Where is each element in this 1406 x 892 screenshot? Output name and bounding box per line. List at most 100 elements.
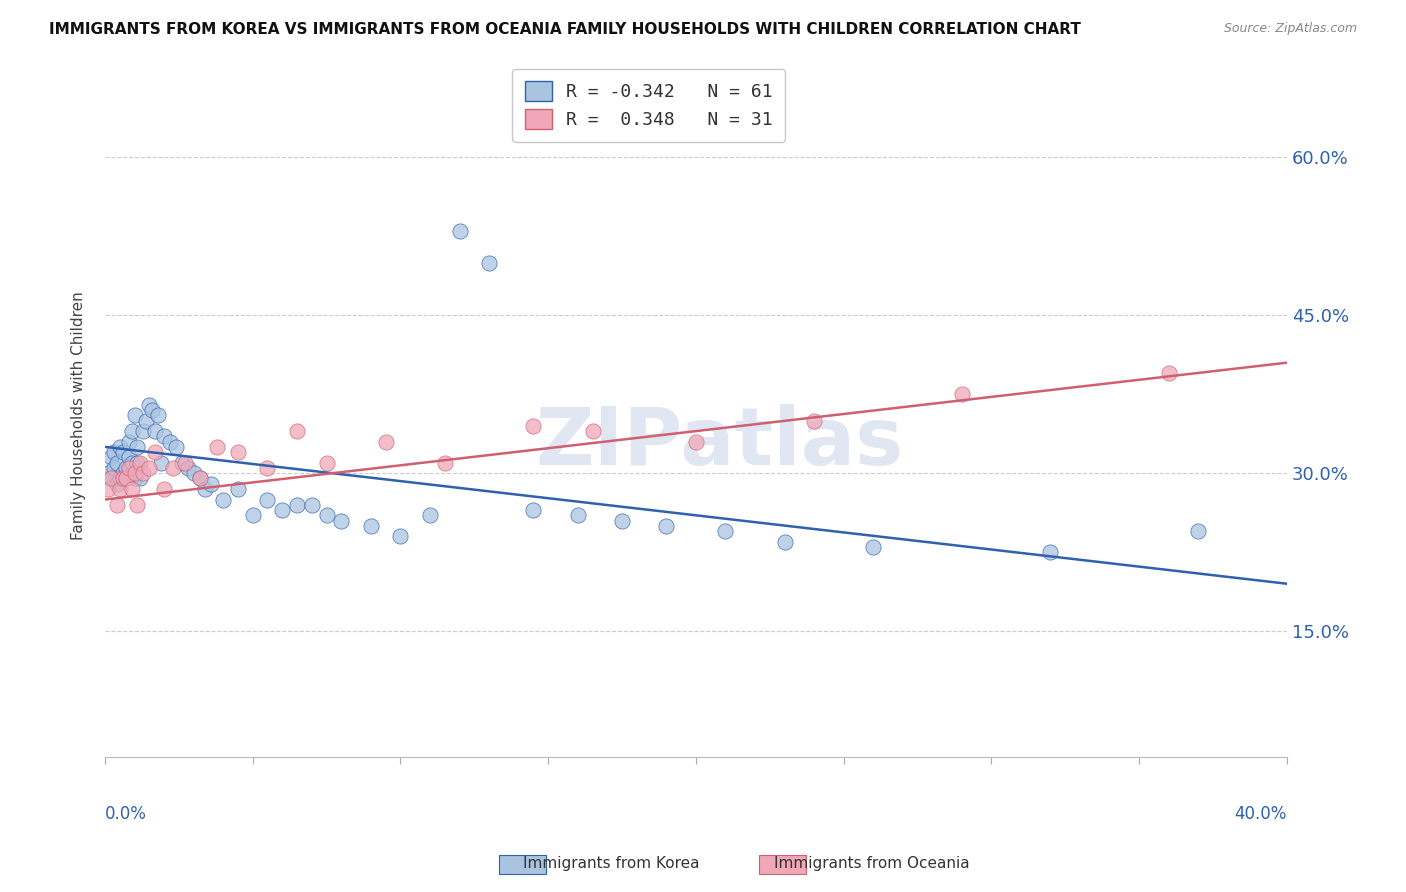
Point — [226, 482, 249, 496]
Point — [714, 524, 737, 538]
Point — [188, 471, 211, 485]
Point — [153, 429, 176, 443]
Point — [522, 503, 544, 517]
Point — [111, 467, 134, 481]
Point — [132, 424, 155, 438]
Point — [315, 456, 337, 470]
Point — [108, 482, 131, 496]
FancyBboxPatch shape — [759, 855, 806, 874]
Point — [97, 482, 120, 496]
Point — [103, 445, 125, 459]
Point — [100, 471, 122, 485]
Text: 40.0%: 40.0% — [1234, 805, 1286, 823]
Point — [177, 461, 200, 475]
Point — [581, 424, 603, 438]
Point — [862, 540, 884, 554]
Text: 0.0%: 0.0% — [105, 805, 146, 823]
Point — [1157, 366, 1180, 380]
Point — [105, 498, 128, 512]
Point — [105, 456, 128, 470]
Point — [478, 255, 501, 269]
Point — [773, 534, 796, 549]
Point — [285, 424, 308, 438]
Point — [330, 514, 353, 528]
Point — [127, 498, 149, 512]
Point — [143, 445, 166, 459]
Point — [129, 456, 152, 470]
Point — [146, 409, 169, 423]
Point — [315, 508, 337, 523]
Point — [100, 450, 122, 465]
Point — [194, 482, 217, 496]
Point — [105, 476, 128, 491]
Point — [129, 471, 152, 485]
Point — [117, 434, 139, 449]
Text: Immigrants from Korea: Immigrants from Korea — [523, 856, 700, 871]
Point — [117, 450, 139, 465]
Point — [685, 434, 707, 449]
Point — [100, 471, 122, 485]
Point — [114, 471, 136, 485]
Point — [111, 445, 134, 459]
Point — [127, 440, 149, 454]
Point — [121, 456, 143, 470]
Text: Source: ZipAtlas.com: Source: ZipAtlas.com — [1223, 22, 1357, 36]
Point — [124, 471, 146, 485]
Point — [285, 498, 308, 512]
Y-axis label: Family Households with Children: Family Households with Children — [72, 291, 86, 540]
Point — [162, 461, 184, 475]
Point — [374, 434, 396, 449]
Point — [803, 413, 825, 427]
Point — [433, 456, 456, 470]
Point — [183, 467, 205, 481]
Point — [165, 440, 187, 454]
Point — [212, 492, 235, 507]
Point — [143, 424, 166, 438]
Point — [226, 445, 249, 459]
Point — [301, 498, 323, 512]
Point — [360, 519, 382, 533]
Point — [173, 456, 195, 470]
Point — [138, 461, 160, 475]
Point — [170, 456, 193, 470]
Point — [522, 418, 544, 433]
Point — [150, 456, 173, 470]
Point — [124, 467, 146, 481]
Point — [1039, 545, 1062, 559]
Point — [108, 440, 131, 454]
Point — [256, 461, 278, 475]
Point — [103, 461, 125, 475]
Text: Immigrants from Oceania: Immigrants from Oceania — [773, 856, 970, 871]
Point — [207, 440, 229, 454]
Point — [117, 461, 139, 475]
Point — [242, 508, 264, 523]
Point — [121, 424, 143, 438]
Point — [141, 403, 163, 417]
Point — [124, 409, 146, 423]
Text: IMMIGRANTS FROM KOREA VS IMMIGRANTS FROM OCEANIA FAMILY HOUSEHOLDS WITH CHILDREN: IMMIGRANTS FROM KOREA VS IMMIGRANTS FROM… — [49, 22, 1081, 37]
Point — [132, 467, 155, 481]
Point — [950, 387, 973, 401]
Point — [159, 434, 181, 449]
Point — [121, 482, 143, 496]
Legend: R = -0.342   N = 61, R =  0.348   N = 31: R = -0.342 N = 61, R = 0.348 N = 31 — [512, 69, 786, 142]
Point — [271, 503, 294, 517]
Text: ZIPatlas: ZIPatlas — [536, 404, 904, 482]
Point — [1187, 524, 1209, 538]
Point — [188, 471, 211, 485]
Point — [135, 413, 157, 427]
Point — [256, 492, 278, 507]
Point — [127, 456, 149, 470]
Point — [97, 467, 120, 481]
Point — [655, 519, 678, 533]
Point — [200, 476, 222, 491]
Point — [449, 224, 471, 238]
Point — [114, 471, 136, 485]
Point — [419, 508, 441, 523]
Point — [108, 471, 131, 485]
Point — [610, 514, 633, 528]
Point — [138, 398, 160, 412]
FancyBboxPatch shape — [499, 855, 546, 874]
Point — [114, 461, 136, 475]
Point — [111, 471, 134, 485]
